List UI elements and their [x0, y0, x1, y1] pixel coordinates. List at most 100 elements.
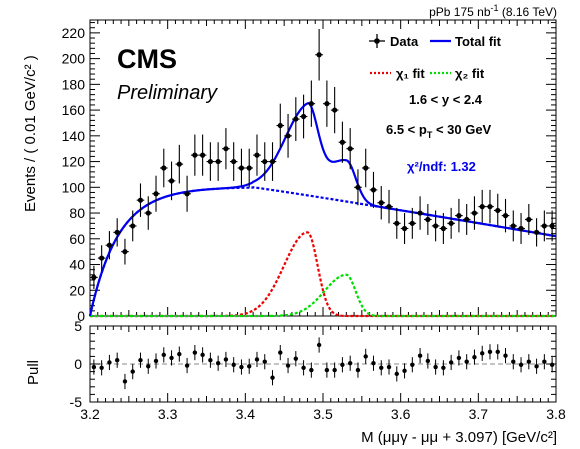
pull-point — [487, 349, 493, 355]
data-point — [308, 101, 314, 107]
data-point — [448, 220, 454, 226]
y-tick-label: 20 — [69, 282, 85, 298]
data-point — [277, 122, 283, 129]
pull-point — [239, 364, 244, 370]
pull-point — [495, 349, 500, 355]
pull-point — [456, 355, 462, 361]
data-point — [533, 229, 540, 235]
pull-point — [386, 364, 392, 370]
pull-point — [347, 361, 353, 366]
pull-point — [542, 359, 547, 364]
data-point — [464, 216, 470, 223]
y-tick-label: 220 — [62, 25, 86, 41]
pull-point — [511, 359, 516, 364]
pull-point — [223, 357, 229, 362]
data-point — [471, 210, 478, 216]
chi2-fit-curve — [90, 273, 556, 318]
pull-point — [534, 364, 539, 369]
pull-y-tick-label: 5 — [74, 318, 82, 334]
pull-point — [394, 371, 399, 377]
pull-point — [208, 358, 213, 363]
pull-point — [332, 367, 337, 373]
pull-point — [410, 362, 415, 367]
data-point — [145, 210, 151, 216]
data-point — [238, 165, 245, 171]
pt-annotation: 6.5 < pT < 30 GeV — [386, 122, 492, 140]
pull-point — [231, 362, 236, 367]
pull-point — [278, 350, 283, 355]
data-point — [386, 204, 392, 210]
fit-curves — [88, 102, 557, 318]
y-tick-label: 180 — [62, 76, 86, 92]
data-point — [339, 139, 346, 145]
pull-point — [402, 368, 407, 374]
pull-point — [254, 357, 260, 362]
data-point — [269, 158, 276, 165]
data-point — [91, 274, 97, 280]
data-point — [168, 178, 175, 184]
pull-point — [316, 342, 322, 348]
pull-point — [107, 360, 112, 365]
pull-point — [200, 352, 205, 358]
data-point — [355, 184, 361, 190]
pull-point — [161, 352, 166, 358]
data-point — [433, 223, 439, 229]
pull-point — [526, 359, 532, 364]
legend: Data Total fit χ₁ fit χ₂ fit — [369, 34, 502, 81]
y-tick-label: 200 — [62, 51, 86, 67]
data-point — [184, 191, 190, 197]
legend-data-marker — [374, 38, 380, 44]
data-point — [254, 152, 260, 158]
data-point — [137, 197, 144, 203]
x-tick-label: 3.8 — [546, 406, 566, 422]
pull-point — [247, 364, 252, 369]
data-point — [114, 229, 120, 235]
data-point — [231, 158, 237, 165]
data-point — [401, 225, 408, 232]
data-point — [324, 101, 330, 107]
pull-point — [324, 367, 330, 373]
data-point — [215, 158, 221, 165]
pull-point — [91, 364, 97, 370]
data-point — [518, 225, 524, 232]
x-tick-label: 3.4 — [236, 406, 256, 422]
data-points — [90, 29, 556, 289]
y-tick-label: 60 — [69, 231, 85, 247]
pull-point — [355, 367, 361, 373]
data-point — [417, 210, 423, 216]
legend-label-chi2: χ₂ fit — [455, 66, 485, 81]
legend-label-data: Data — [390, 34, 419, 49]
luminosity-header: pPb 175 nb-1 (8.16 TeV) — [429, 3, 557, 19]
y-tick-label: 40 — [69, 257, 85, 273]
data-point — [495, 207, 501, 214]
data-point — [207, 158, 213, 165]
pull-point — [371, 361, 376, 366]
pull-point — [146, 364, 151, 369]
x-tick-label: 3.2 — [80, 406, 100, 422]
y-tick-label: 140 — [62, 128, 86, 144]
pull-point — [340, 362, 345, 367]
x-axis-title: M (μμγ - μμ + 3.097) [GeV/c²] — [361, 429, 557, 446]
pull-point — [441, 365, 446, 370]
pull-point — [417, 353, 423, 358]
pull-point — [480, 351, 485, 356]
pull-point — [293, 356, 299, 361]
pull-point — [192, 350, 198, 355]
data-point — [363, 165, 369, 171]
data-point — [262, 158, 268, 165]
data-point — [332, 107, 338, 113]
pull-point — [309, 367, 314, 373]
data-point — [456, 213, 462, 219]
pull-point — [379, 365, 384, 370]
data-point — [549, 223, 555, 229]
pull-points — [91, 337, 555, 390]
y-tick-label: 80 — [69, 205, 85, 221]
data-point — [99, 255, 105, 261]
data-point — [300, 113, 307, 120]
total-fit-curve — [88, 102, 557, 317]
pull-point — [122, 379, 128, 384]
pull-point — [262, 359, 267, 364]
data-point — [176, 161, 182, 167]
legend-label-chi1: χ₁ fit — [396, 66, 425, 81]
pull-point — [518, 362, 524, 367]
